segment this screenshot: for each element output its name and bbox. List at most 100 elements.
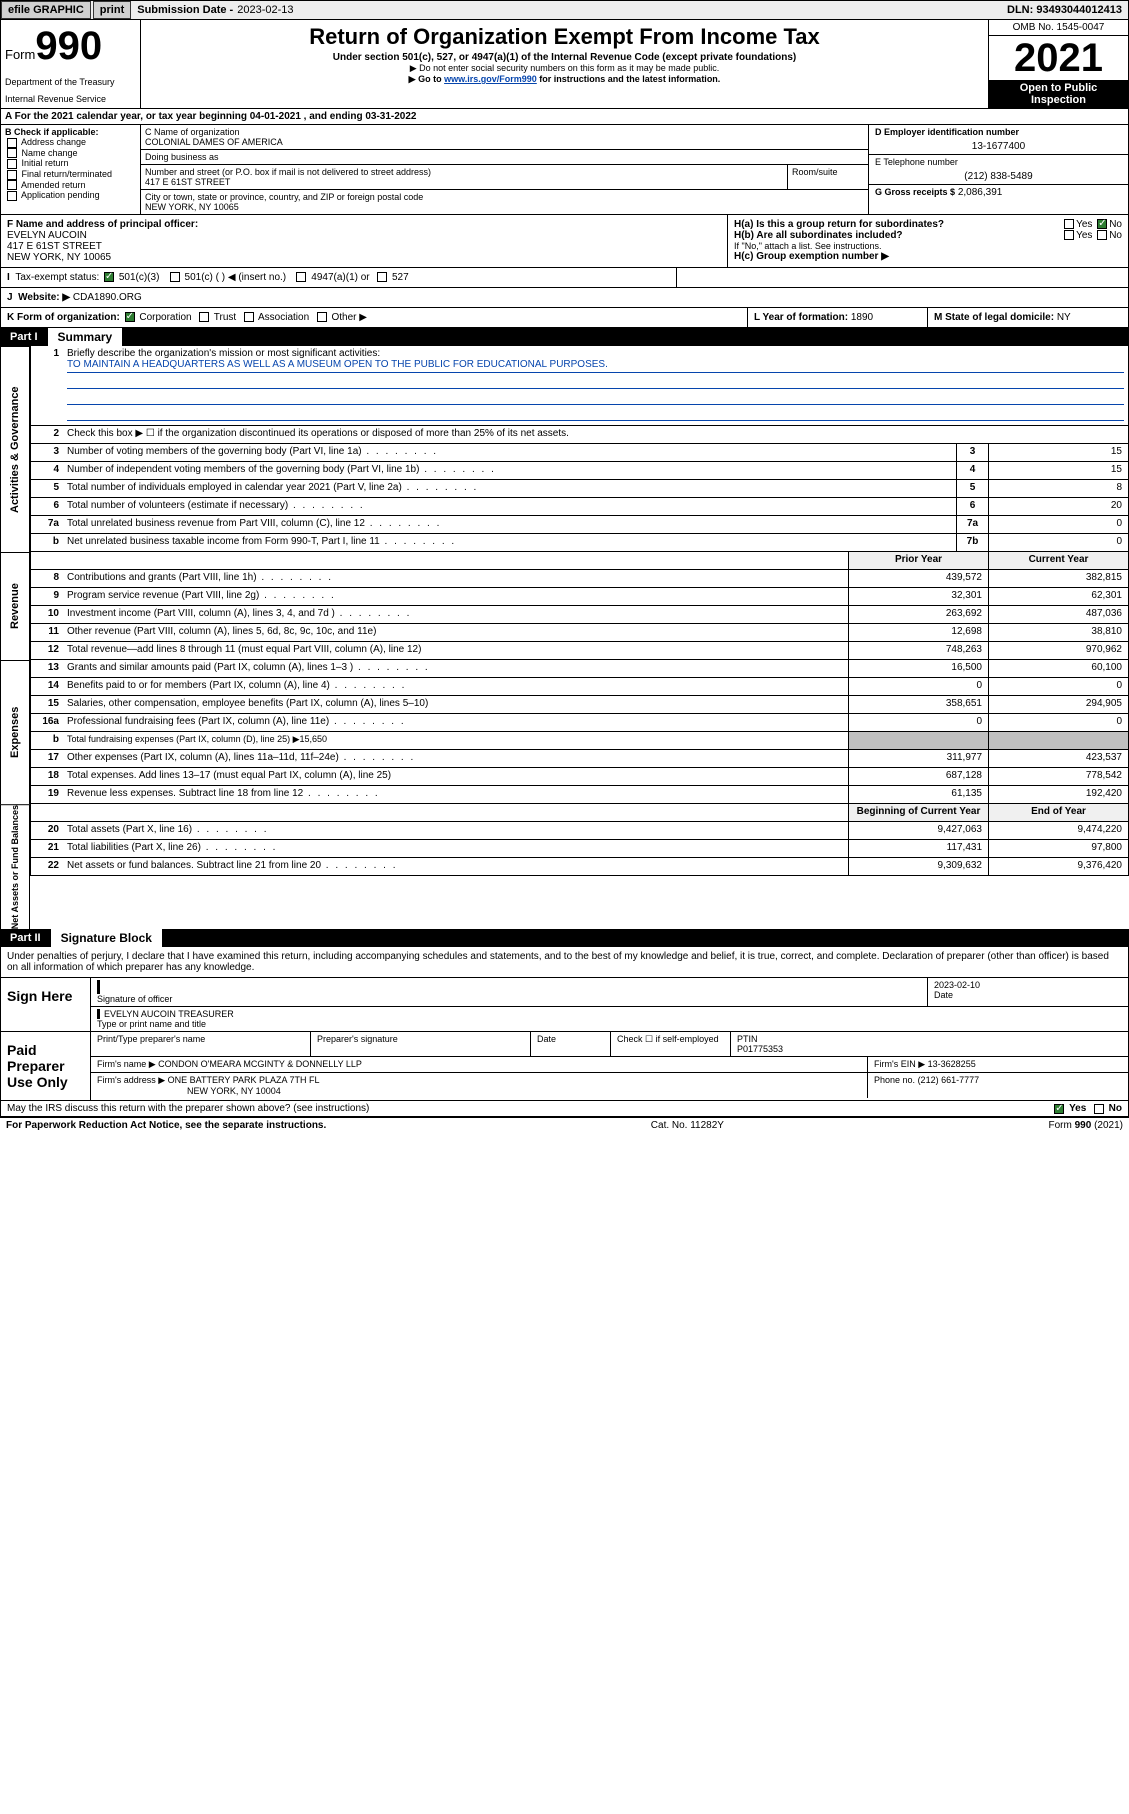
irs-link[interactable]: www.irs.gov/Form990 [444, 74, 537, 84]
side-label-ag: Activities & Governance [0, 346, 30, 552]
opt-4947: 4947(a)(1) or [311, 272, 369, 283]
period-text-a: For the 2021 calendar year, or tax year … [15, 111, 250, 122]
line-10-text: Investment income (Part VIII, column (A)… [67, 608, 335, 619]
chk-4947[interactable] [296, 272, 306, 282]
tax-year: 2021 [989, 36, 1128, 80]
line-10-current: 487,036 [988, 606, 1128, 623]
gross-cell: G Gross receipts $ 2,086,391 [869, 185, 1128, 200]
dln-label: DLN: [1007, 4, 1033, 16]
org-name-label: C Name of organization [145, 127, 864, 137]
line-21: 21Total liabilities (Part X, line 26)117… [30, 840, 1129, 858]
box-f: F Name and address of principal officer:… [1, 215, 728, 267]
hb-no: No [1109, 230, 1122, 241]
line-12-prior: 748,263 [848, 642, 988, 659]
line-10: 10Investment income (Part VIII, column (… [30, 606, 1129, 624]
line-3-val: 15 [988, 444, 1128, 461]
preparer-self-employed: Check ☐ if self-employed [611, 1032, 731, 1056]
firm-addr1: ONE BATTERY PARK PLAZA 7TH FL [168, 1075, 320, 1085]
part2-title: Signature Block [51, 929, 162, 947]
preparer-top-row: Print/Type preparer's name Preparer's si… [91, 1032, 1128, 1057]
org-name: COLONIAL DAMES OF AMERICA [145, 137, 864, 147]
chk-initial-return[interactable]: Initial return [5, 158, 136, 169]
opt-address-change: Address change [21, 137, 86, 147]
chk-corporation[interactable] [125, 312, 135, 322]
subtitle-1: Under section 501(c), 527, or 4947(a)(1)… [147, 52, 982, 63]
ein-label: D Employer identification number [875, 127, 1122, 137]
ha-yes: Yes [1076, 219, 1092, 230]
opt-501c3: 501(c)(3) [119, 272, 160, 283]
hb-yes-chk[interactable] [1064, 230, 1074, 240]
line-7a: 7aTotal unrelated business revenue from … [30, 516, 1129, 534]
phone-label: E Telephone number [875, 157, 1122, 167]
opt-association: Association [258, 312, 309, 323]
chk-name-change[interactable]: Name change [5, 148, 136, 159]
print-button[interactable]: print [93, 1, 131, 19]
chk-501c3[interactable] [104, 272, 114, 282]
hb-row: H(b) Are all subordinates included? Yes … [734, 230, 1122, 241]
line-17-current: 423,537 [988, 750, 1128, 767]
current-year-header: Current Year [988, 552, 1128, 569]
line-20-current: 9,474,220 [988, 822, 1128, 839]
line-16a-prior: 0 [848, 714, 988, 731]
sign-here-body: Signature of officer 2023-02-10 Date EVE… [91, 978, 1128, 1031]
officer-addr2: NEW YORK, NY 10065 [7, 252, 721, 263]
section-expenses: Expenses 13Grants and similar amounts pa… [0, 660, 1129, 804]
firm-addr-label: Firm's address ▶ [97, 1075, 165, 1085]
ha-yes-chk[interactable] [1064, 219, 1074, 229]
may-no: No [1109, 1103, 1122, 1114]
may-yes-chk[interactable] [1054, 1104, 1064, 1114]
line-11-prior: 12,698 [848, 624, 988, 641]
hb-answer: Yes No [1062, 230, 1122, 241]
efile-graphic-button[interactable]: efile GRAPHIC [1, 1, 91, 19]
mission-label: Briefly describe the organization's miss… [67, 348, 380, 359]
hb-label: H(b) Are all subordinates included? [734, 230, 903, 241]
line-8-text: Contributions and grants (Part VIII, lin… [67, 572, 257, 583]
open-to-public: Open to Public Inspection [989, 80, 1128, 108]
side-label-revenue: Revenue [0, 552, 30, 660]
box-b-title: B Check if applicable: [5, 127, 136, 137]
line-17-text: Other expenses (Part IX, column (A), lin… [67, 752, 339, 763]
side-label-expenses: Expenses [0, 660, 30, 804]
box-deg: D Employer identification number 13-1677… [868, 125, 1128, 214]
line-18-prior: 687,128 [848, 768, 988, 785]
may-no-chk[interactable] [1094, 1104, 1104, 1114]
chk-amended-return[interactable]: Amended return [5, 180, 136, 191]
dln-value: 93493044012413 [1036, 4, 1122, 16]
line-16a: 16aProfessional fundraising fees (Part I… [30, 714, 1129, 732]
preparer-name-label: Print/Type preparer's name [91, 1032, 311, 1056]
chk-application-pending[interactable]: Application pending [5, 190, 136, 201]
chk-association[interactable] [244, 312, 254, 322]
line-7a-text: Total unrelated business revenue from Pa… [67, 518, 365, 529]
ha-no-chk[interactable] [1097, 219, 1107, 229]
line-21-current: 97,800 [988, 840, 1128, 857]
chk-527[interactable] [377, 272, 387, 282]
line-14-text: Benefits paid to or for members (Part IX… [67, 680, 330, 691]
line-12: 12Total revenue—add lines 8 through 11 (… [30, 642, 1129, 660]
line-1: 1 Briefly describe the organization's mi… [30, 346, 1129, 426]
domicile-value: NY [1057, 312, 1071, 323]
gross-value: 2,086,391 [958, 187, 1003, 198]
i-row: I Tax-exempt status: 501(c)(3) 501(c) ( … [0, 268, 1129, 288]
chk-trust[interactable] [199, 312, 209, 322]
klm-row: K Form of organization: Corporation Trus… [0, 308, 1129, 328]
line-13-text: Grants and similar amounts paid (Part IX… [67, 662, 353, 673]
mission-text: TO MAINTAIN A HEADQUARTERS AS WELL AS A … [67, 359, 1124, 373]
line-8-prior: 439,572 [848, 570, 988, 587]
line-16b: bTotal fundraising expenses (Part IX, co… [30, 732, 1129, 750]
mission-blank3 [67, 407, 1124, 421]
opt-initial-return: Initial return [22, 158, 69, 168]
chk-501c[interactable] [170, 272, 180, 282]
opt-other: Other ▶ [331, 312, 366, 323]
submission-date-value: 2023-02-13 [237, 4, 293, 16]
line-3: 3Number of voting members of the governi… [30, 444, 1129, 462]
ha-row: H(a) Is this a group return for subordin… [734, 219, 1122, 230]
sig-officer-line [97, 980, 921, 994]
chk-final-return[interactable]: Final return/terminated [5, 169, 136, 180]
chk-address-change[interactable]: Address change [5, 137, 136, 148]
line-5-text: Total number of individuals employed in … [67, 482, 402, 493]
line-20-text: Total assets (Part X, line 16) [67, 824, 192, 835]
line-16b-text: Total fundraising expenses (Part IX, col… [67, 734, 327, 744]
chk-other[interactable] [317, 312, 327, 322]
line-18-current: 778,542 [988, 768, 1128, 785]
hb-no-chk[interactable] [1097, 230, 1107, 240]
